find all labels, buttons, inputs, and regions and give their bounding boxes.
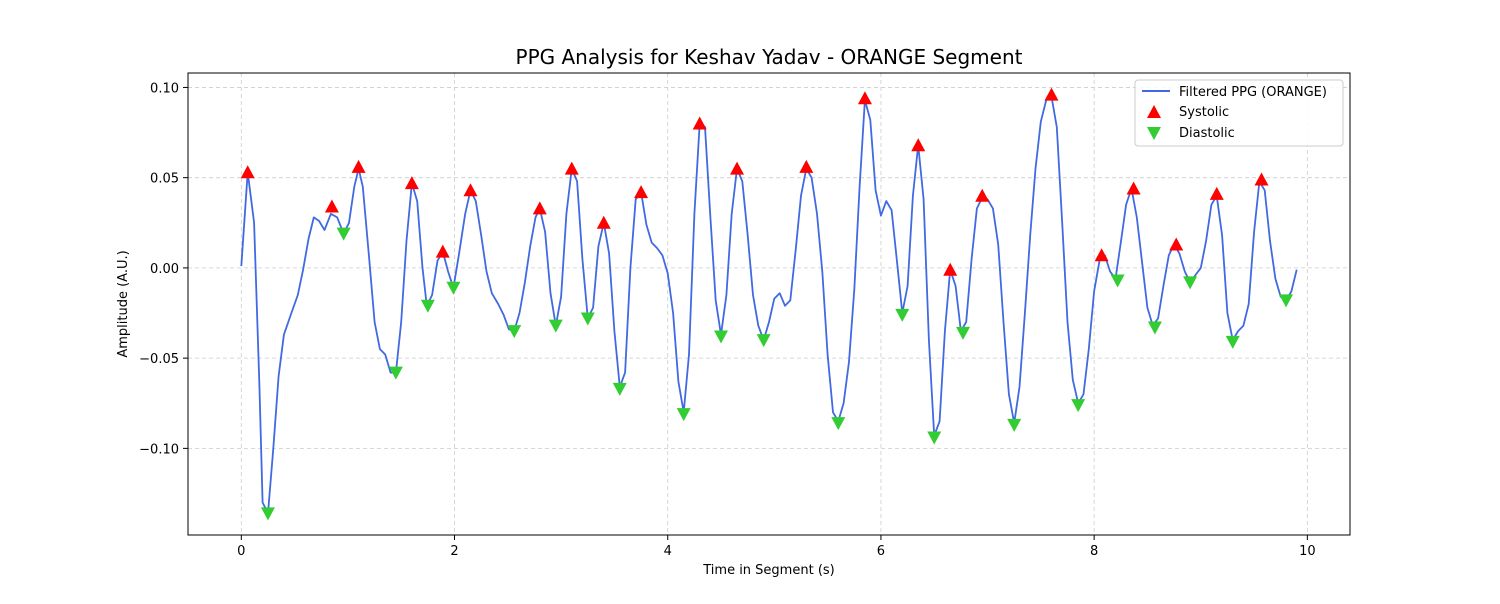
diastolic-marker xyxy=(831,417,846,431)
systolic-marker xyxy=(1126,181,1141,195)
y-tick-label: 0.00 xyxy=(150,262,179,277)
legend-systolic-swatch xyxy=(1147,105,1161,118)
systolic-marker xyxy=(692,116,707,130)
systolic-marker xyxy=(404,176,419,190)
diastolic-marker xyxy=(895,308,910,322)
diastolic-marker xyxy=(676,408,691,422)
axis-layer: 0 2 4 6 8 10 −0.10 −0.05 0.00 0.05 0.10 xyxy=(139,81,1315,559)
diastolic-marker xyxy=(1279,294,1294,308)
systolic-marker xyxy=(1169,237,1184,251)
systolic-marker xyxy=(564,161,579,175)
y-tick-label: −0.10 xyxy=(139,442,179,457)
plot-frame xyxy=(187,72,1351,536)
diastolic-marker xyxy=(580,312,595,326)
series-line-filtered-ppg xyxy=(240,95,1298,515)
systolic-marker xyxy=(975,188,990,202)
systolic-marker xyxy=(324,199,339,213)
systolic-marker xyxy=(532,201,547,215)
marker-layer xyxy=(240,87,1294,521)
y-tick-label: −0.05 xyxy=(139,352,179,367)
diastolic-marker xyxy=(507,325,522,339)
systolic-marker xyxy=(943,262,958,276)
x-tick-label: 6 xyxy=(877,544,885,559)
y-tick-label: 0.10 xyxy=(150,81,179,96)
legend-label-filtered-ppg: Filtered PPG (ORANGE) xyxy=(1179,85,1327,100)
systolic-marker xyxy=(351,159,366,173)
systolic-marker xyxy=(240,165,255,179)
y-axis-label: Amplitude (A.U.) xyxy=(116,250,131,357)
systolic-marker xyxy=(799,159,814,173)
systolic-marker xyxy=(1044,87,1059,101)
x-tick-label: 2 xyxy=(450,544,458,559)
series-layer xyxy=(240,95,1298,515)
systolic-marker xyxy=(730,161,745,175)
legend-box xyxy=(1134,79,1344,147)
diastolic-marker xyxy=(956,326,971,340)
x-tick-label: 4 xyxy=(664,544,672,559)
diastolic-marker xyxy=(1071,399,1086,413)
systolic-marker xyxy=(1094,248,1109,262)
diastolic-marker xyxy=(612,382,627,396)
diastolic-marker xyxy=(420,299,435,313)
diastolic-marker xyxy=(1007,418,1022,432)
y-tick-label: 0.05 xyxy=(150,172,179,187)
systolic-marker xyxy=(463,183,478,197)
legend: Filtered PPG (ORANGE) Systolic Diastolic xyxy=(1134,79,1344,147)
diastolic-marker xyxy=(336,227,351,241)
diastolic-marker xyxy=(548,319,563,333)
systolic-marker xyxy=(1209,186,1224,200)
diastolic-marker xyxy=(1147,321,1162,335)
diastolic-marker xyxy=(446,281,461,295)
systolic-marker xyxy=(596,215,611,229)
systolic-marker xyxy=(857,91,872,105)
diastolic-marker xyxy=(260,507,275,521)
legend-label-systolic: Systolic xyxy=(1179,105,1229,120)
systolic-marker xyxy=(911,138,926,152)
diastolic-marker xyxy=(927,431,942,445)
diastolic-marker xyxy=(1183,276,1198,290)
systolic-marker xyxy=(634,185,649,199)
systolic-marker xyxy=(1254,172,1269,186)
diastolic-marker xyxy=(756,334,771,348)
legend-diastolic-swatch xyxy=(1147,127,1161,140)
diastolic-marker xyxy=(1110,274,1125,288)
x-tick-label: 0 xyxy=(237,544,245,559)
chart-title: PPG Analysis for Keshav Yadav - ORANGE S… xyxy=(516,45,1023,69)
x-tick-label: 8 xyxy=(1090,544,1098,559)
diastolic-marker xyxy=(714,330,729,344)
x-axis-label: Time in Segment (s) xyxy=(702,563,834,578)
diastolic-marker xyxy=(388,366,403,380)
systolic-marker xyxy=(435,244,450,258)
legend-label-diastolic: Diastolic xyxy=(1179,126,1235,141)
x-tick-label: 10 xyxy=(1299,544,1316,559)
diastolic-marker xyxy=(1225,335,1240,349)
